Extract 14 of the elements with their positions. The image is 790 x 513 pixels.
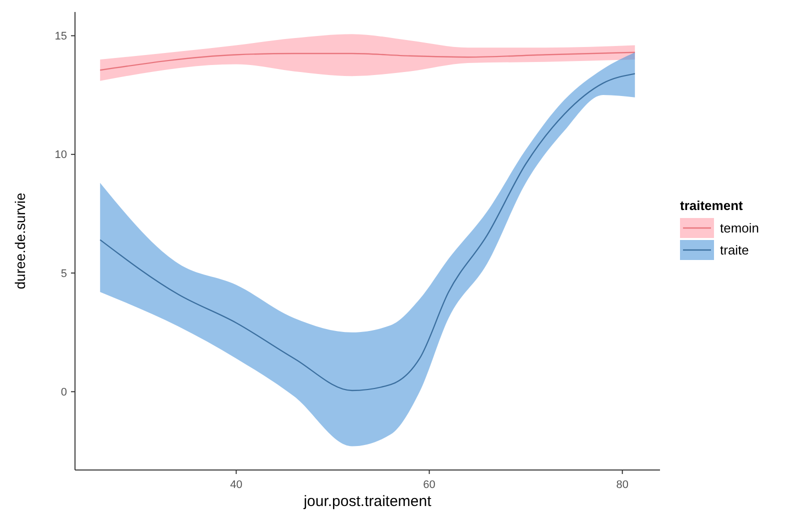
legend-title: traitement xyxy=(680,198,744,213)
line-series xyxy=(100,73,636,392)
x-tick-label: 80 xyxy=(616,479,628,491)
y-axis-title: duree.de.survie xyxy=(12,192,28,290)
x-tick-label: 60 xyxy=(423,479,436,491)
line-series xyxy=(100,52,636,71)
x-axis-title: jour.post.traitement xyxy=(302,493,432,510)
legend-label: traite xyxy=(720,242,749,258)
y-tick-label: 10 xyxy=(54,149,67,162)
y-tick-label: 0 xyxy=(60,386,67,399)
y-tick-label: 5 xyxy=(60,268,67,280)
legend-label: temoin xyxy=(720,220,760,236)
y-tick-label: 15 xyxy=(54,30,67,43)
x-tick-label: 40 xyxy=(230,479,242,491)
